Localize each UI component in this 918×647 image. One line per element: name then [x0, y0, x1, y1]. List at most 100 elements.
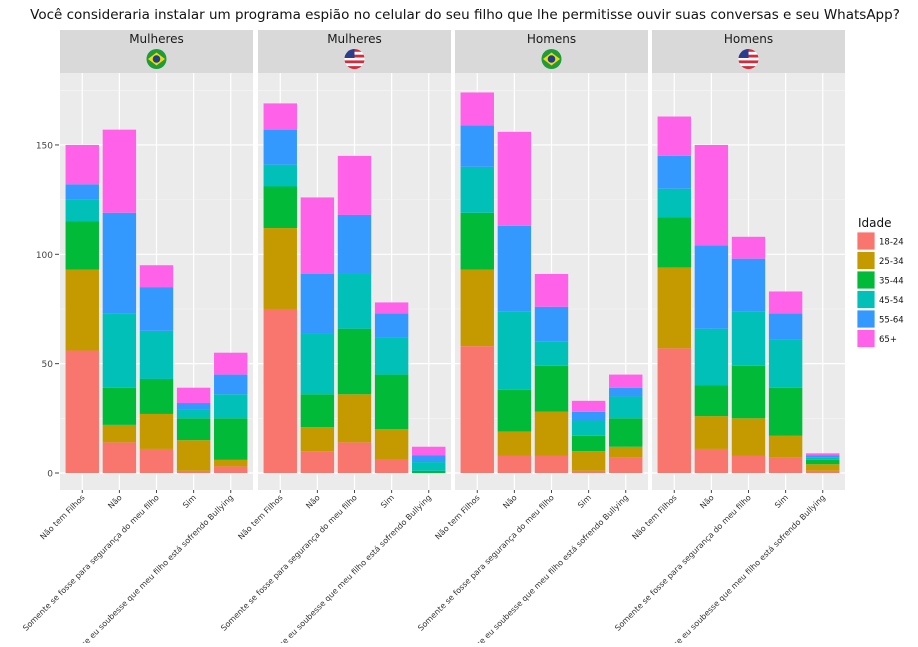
- bar-segment-65+: [176, 387, 211, 404]
- bar-segment-25-34: [768, 435, 803, 458]
- bar-segment-65+: [214, 352, 248, 375]
- legend-label: 18-24: [879, 238, 904, 248]
- bar-segment-18-24: [374, 459, 409, 473]
- bar-segment-55-64: [534, 306, 569, 342]
- bar-segment-35-44: [806, 459, 840, 465]
- bar-segment-65+: [374, 302, 409, 314]
- bar-segment-35-44: [176, 418, 211, 441]
- bar-segment-55-64: [609, 387, 643, 397]
- bar-segment-18-24: [694, 448, 729, 473]
- bar-segment-45-54: [694, 328, 729, 386]
- bar-segment-35-44: [214, 418, 248, 460]
- bar-segment-55-64: [731, 258, 766, 312]
- bar-segment-25-34: [139, 413, 174, 449]
- bar-segment-25-34: [571, 451, 606, 471]
- x-tick-label: Sim: [576, 493, 593, 510]
- bar-segment-45-54: [657, 188, 691, 218]
- bar-segment-65+: [806, 453, 840, 456]
- bar-segment-65+: [534, 273, 569, 307]
- bar-segment-55-64: [337, 214, 372, 274]
- legend-label: 25-34: [879, 257, 904, 267]
- bar-segment-18-24: [657, 348, 691, 473]
- brazil-flag-icon: [146, 49, 167, 69]
- usa-flag-icon: [344, 49, 365, 69]
- bar-segment-55-64: [460, 125, 494, 167]
- bar-segment-55-64: [571, 411, 606, 421]
- bar-segment-25-34: [657, 267, 691, 349]
- bar-segment-55-64: [139, 287, 174, 331]
- bar-segment-45-54: [497, 311, 532, 390]
- bar-segment-65+: [731, 236, 766, 259]
- bar-segment-25-34: [65, 269, 99, 351]
- bar-segment-35-44: [731, 365, 766, 419]
- x-tick-label: Não: [698, 493, 716, 511]
- bar-segment-45-54: [571, 420, 606, 436]
- bar-segment-35-44: [65, 221, 99, 270]
- bar-segment-25-34: [534, 411, 569, 456]
- x-tick-label: Não tem Filhos: [630, 493, 678, 541]
- bar-segment-45-54: [412, 462, 446, 471]
- bar-segment-25-34: [806, 464, 840, 471]
- bar-segment-65+: [65, 144, 99, 185]
- bar-segment-45-54: [263, 164, 297, 187]
- facet-label: Mulheres: [129, 32, 184, 46]
- bar-segment-18-24: [768, 457, 803, 473]
- bar-segment-65+: [694, 144, 729, 246]
- x-tick-label: Não tem Filhos: [38, 493, 86, 541]
- bar-segment-35-44: [263, 186, 297, 229]
- bar-segment-18-24: [176, 470, 211, 473]
- bar-segment-55-64: [214, 374, 248, 395]
- x-tick-label: Não tem Filhos: [236, 493, 284, 541]
- bar-segment-25-34: [374, 429, 409, 460]
- brazil-flag-icon: [541, 49, 562, 69]
- bar-segment-35-44: [534, 365, 569, 412]
- facet-label: Homens: [724, 32, 773, 46]
- legend-label: 45-54: [879, 296, 904, 306]
- bar-segment-25-34: [102, 424, 137, 443]
- bar-segment-65+: [139, 265, 174, 288]
- bar-segment-18-24: [300, 451, 335, 473]
- bar-segment-55-64: [374, 313, 409, 338]
- bar-segment-55-64: [65, 184, 99, 200]
- bar-segment-35-44: [139, 378, 174, 414]
- legend-swatch: [856, 290, 876, 309]
- x-tick-label: Não: [501, 493, 519, 511]
- bar-segment-35-44: [571, 435, 606, 452]
- bar-segment-25-34: [263, 228, 297, 309]
- bar-segment-25-34: [300, 427, 335, 452]
- bar-segment-65+: [263, 103, 297, 130]
- bar-segment-45-54: [534, 341, 569, 366]
- bar-segment-18-24: [571, 470, 606, 473]
- bar-segment-65+: [102, 129, 137, 213]
- bar-segment-45-54: [806, 457, 840, 460]
- legend-swatch: [856, 231, 876, 251]
- bar-segment-45-54: [731, 311, 766, 366]
- bar-segment-25-34: [731, 418, 766, 456]
- bar-segment-55-64: [176, 403, 211, 410]
- bar-segment-55-64: [412, 455, 446, 463]
- x-tick-label: Somente se fosse para segurança do meu f…: [219, 493, 359, 633]
- bar-segment-18-24: [534, 455, 569, 473]
- bar-segment-35-44: [768, 387, 803, 436]
- bar-segment-35-44: [609, 418, 643, 447]
- legend-swatch: [856, 251, 876, 270]
- bar-segment-18-24: [460, 346, 494, 473]
- bar-segment-45-54: [65, 199, 99, 222]
- bar-segment-18-24: [102, 442, 137, 473]
- x-tick-label: Não: [304, 493, 322, 511]
- bar-segment-25-34: [694, 416, 729, 449]
- bar-segment-35-44: [657, 217, 691, 268]
- y-tick-label: 150: [36, 141, 53, 151]
- facet-label: Homens: [527, 32, 576, 46]
- legend-label: 65+: [879, 335, 897, 345]
- bar-segment-18-24: [263, 308, 297, 473]
- legend-label: 55-64: [879, 316, 904, 326]
- bar-segment-45-54: [139, 330, 174, 379]
- bar-segment-18-24: [731, 455, 766, 473]
- bar-segment-45-54: [102, 313, 137, 388]
- bar-segment-18-24: [497, 455, 532, 473]
- bar-segment-35-44: [374, 374, 409, 430]
- bar-segment-45-54: [300, 333, 335, 395]
- bar-segment-65+: [571, 400, 606, 412]
- legend-swatch: [856, 329, 876, 348]
